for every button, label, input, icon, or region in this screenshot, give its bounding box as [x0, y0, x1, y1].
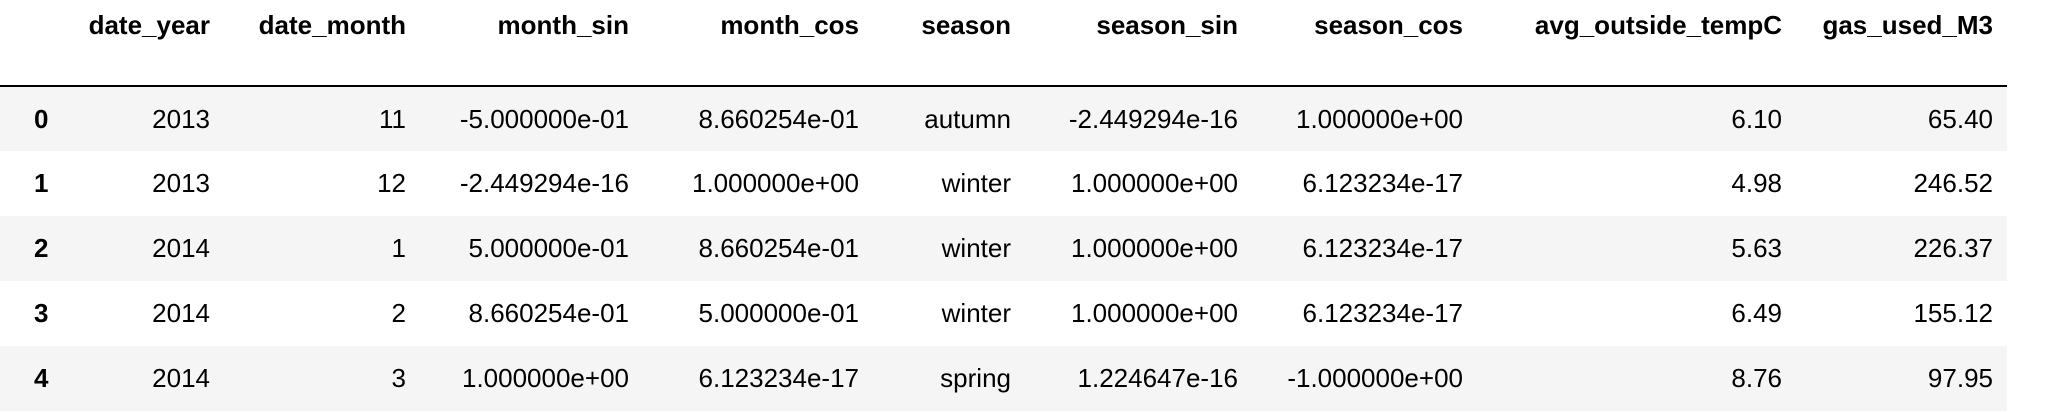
table-cell: 5.000000e-01: [698, 298, 859, 328]
table-cell: 5.000000e-01: [468, 233, 629, 263]
table-cell: winter: [941, 233, 1011, 263]
column-header: month_sin: [497, 10, 629, 40]
column-header: avg_outside_tempC: [1534, 10, 1782, 40]
row-index: 4: [34, 363, 49, 393]
table-row: 0 2013 11 -5.000000e-01 8.660254e-01 aut…: [0, 86, 2007, 151]
table-cell: 2013: [152, 103, 210, 134]
table-cell: -2.449294e-16: [1068, 103, 1238, 134]
table-cell: 4.98: [1731, 168, 1782, 198]
table-cell: 2: [391, 298, 406, 328]
column-header: season: [921, 10, 1011, 40]
table-cell: 97.95: [1927, 363, 1993, 393]
table-cell: 6.123234e-17: [1302, 298, 1463, 328]
table-cell: 6.123234e-17: [1302, 168, 1463, 198]
table-row: 2 2014 1 5.000000e-01 8.660254e-01 winte…: [0, 216, 2007, 281]
table-cell: 226.37: [1913, 233, 1993, 263]
table-cell: 6.49: [1731, 298, 1782, 328]
table-cell: 6.10: [1731, 103, 1782, 134]
column-header: date_year: [88, 10, 210, 40]
row-index: 1: [34, 168, 49, 198]
table-cell: winter: [941, 168, 1011, 198]
table-cell: 8.76: [1731, 363, 1782, 393]
column-header: season_cos: [1314, 10, 1463, 40]
table-row: 1 2013 12 -2.449294e-16 1.000000e+00 win…: [0, 151, 2007, 216]
table-cell: 1.000000e+00: [1070, 298, 1238, 328]
table-cell: 5.63: [1731, 233, 1782, 263]
table-cell: autumn: [924, 103, 1011, 134]
table-row: 4 2014 3 1.000000e+00 6.123234e-17 sprin…: [0, 346, 2007, 411]
column-header: date_month: [258, 10, 406, 40]
table-cell: 8.660254e-01: [698, 103, 859, 134]
table-cell: 2013: [152, 168, 210, 198]
table-cell: 1.000000e+00: [691, 168, 859, 198]
index-header: [0, 0, 80, 86]
table-cell: 1.000000e+00: [461, 363, 629, 393]
column-header: month_cos: [720, 10, 859, 40]
table-cell: 8.660254e-01: [468, 298, 629, 328]
table-cell: 2014: [152, 298, 210, 328]
table-row: 3 2014 2 8.660254e-01 5.000000e-01 winte…: [0, 281, 2007, 346]
table-cell: 11: [379, 103, 406, 134]
table-cell: 1.000000e+00: [1070, 168, 1238, 198]
table-cell: -2.449294e-16: [459, 168, 629, 198]
table-cell: 6.123234e-17: [1302, 233, 1463, 263]
column-header: season_sin: [1096, 10, 1238, 40]
row-index: 2: [34, 233, 49, 263]
row-index: 3: [34, 298, 49, 328]
table-cell: 1.000000e+00: [1070, 233, 1238, 263]
table-cell: spring: [940, 363, 1011, 393]
table-cell: 1.000000e+00: [1295, 103, 1463, 134]
table-cell: 6.123234e-17: [698, 363, 859, 393]
table-cell: 12: [377, 168, 406, 198]
table-cell: 3: [391, 363, 406, 393]
dataframe-table: date_year date_month month_sin month_cos…: [0, 0, 2007, 411]
table-cell: 1: [391, 233, 406, 263]
table-cell: -5.000000e-01: [459, 103, 629, 134]
header-row: date_year date_month month_sin month_cos…: [0, 0, 2007, 86]
table-cell: -1.000000e+00: [1287, 363, 1463, 393]
table-cell: 155.12: [1913, 298, 1993, 328]
table-cell: 2014: [152, 233, 210, 263]
table-cell: 246.52: [1913, 168, 1993, 198]
table-cell: 2014: [152, 363, 210, 393]
column-header: gas_used_M3: [1822, 10, 1993, 40]
table-cell: 1.224647e-16: [1077, 363, 1238, 393]
table-cell: 65.40: [1927, 103, 1993, 134]
table-cell: winter: [941, 298, 1011, 328]
row-index: 0: [34, 103, 49, 134]
table-cell: 8.660254e-01: [698, 233, 859, 263]
